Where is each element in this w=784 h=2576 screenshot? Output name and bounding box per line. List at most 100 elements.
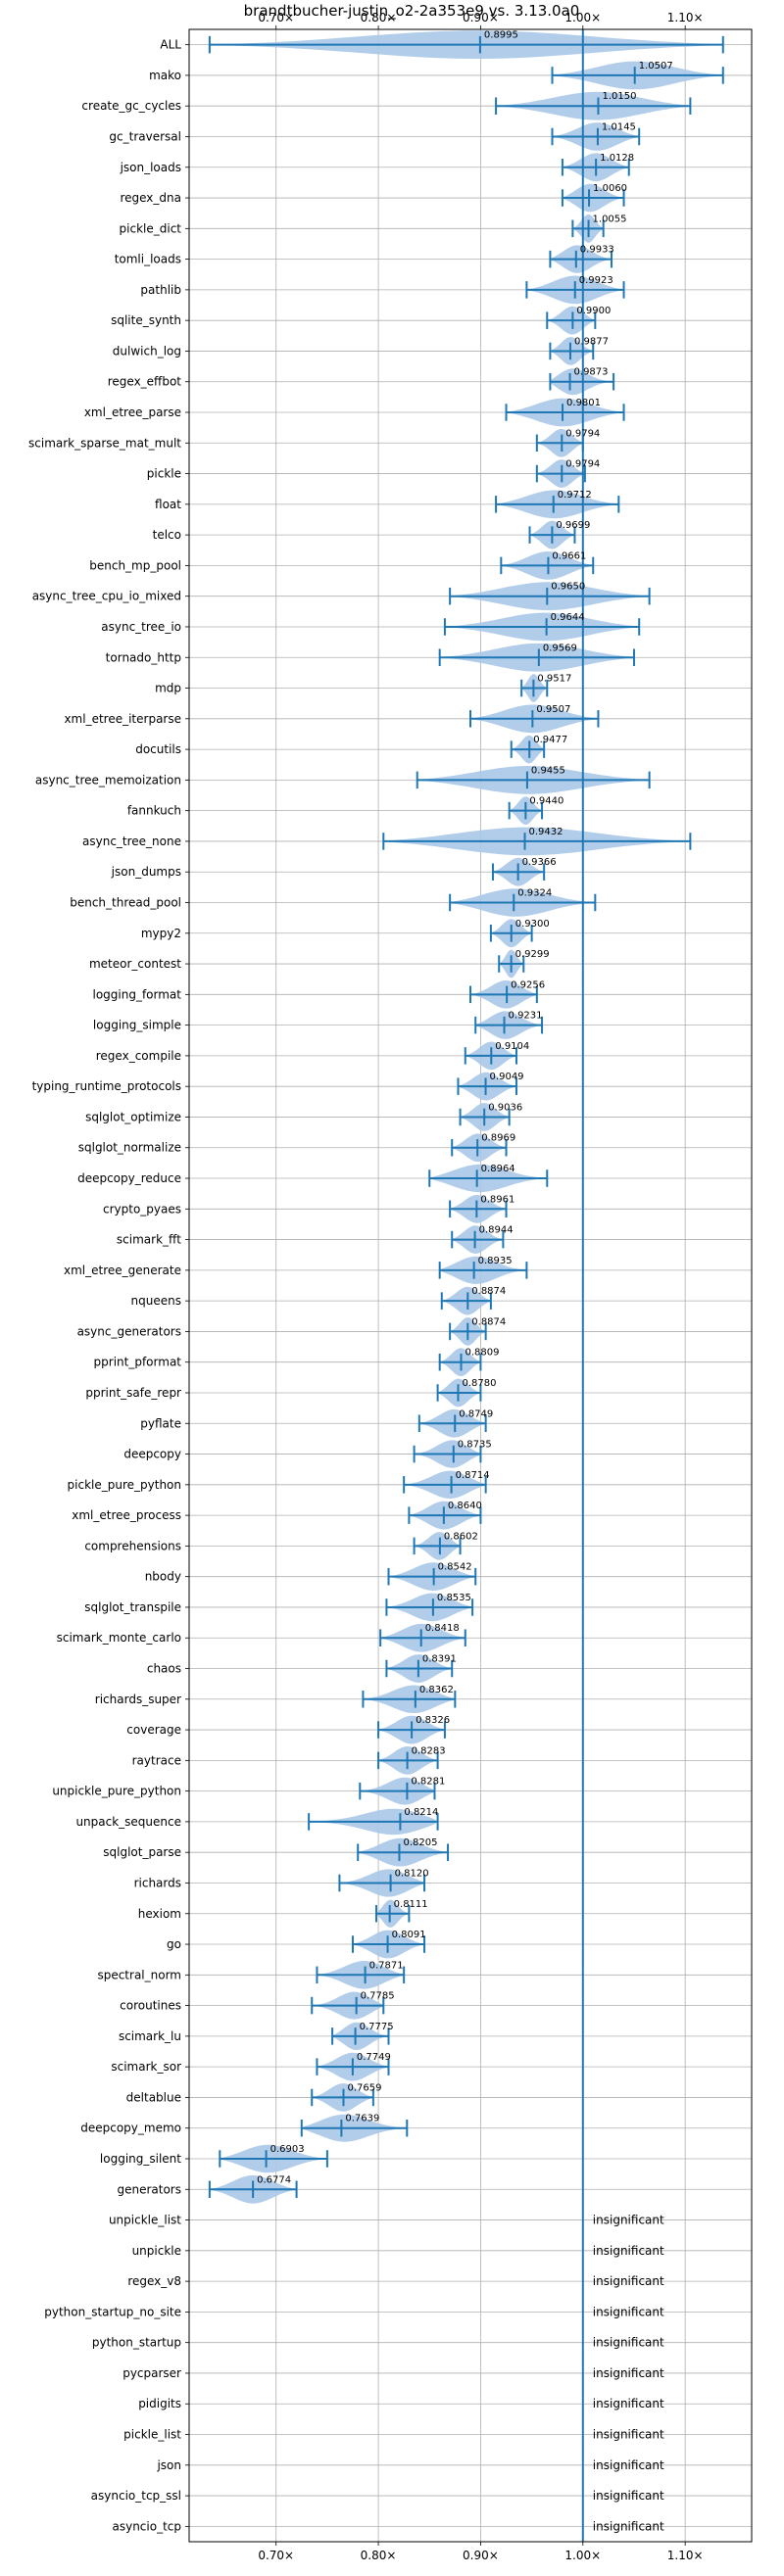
y-tick-label: async_tree_memoization xyxy=(35,773,181,787)
y-tick-label: ALL xyxy=(160,38,181,52)
x-tick-label-bottom: 0.90× xyxy=(463,2549,499,2562)
value-label-bench_thread_pool: 0.9324 xyxy=(517,887,552,898)
value-label-bench_mp_pool: 0.9661 xyxy=(552,550,586,561)
y-tick-label: python_startup xyxy=(92,2336,181,2350)
y-tick-label: json_dumps xyxy=(111,865,181,879)
value-label-sqlglot_parse: 0.8205 xyxy=(403,1837,437,1848)
x-tick-labels: 0.70× 0.70× 0.80× 0.80× 0.90× 0.90× 1.00× 1.00×… xyxy=(258,11,703,2562)
y-tick-label: xml_etree_process xyxy=(72,1508,181,1522)
value-label-gc_traversal: 1.0145 xyxy=(602,121,636,132)
y-tick-label: coroutines xyxy=(120,1999,181,2013)
value-label-docutils: 0.9477 xyxy=(533,735,567,745)
y-tick-label: unpickle_pure_python xyxy=(52,1785,181,1798)
y-tick-label: unpickle_list xyxy=(109,2214,181,2227)
y-tick-label: generators xyxy=(117,2182,181,2196)
y-tick-label: regex_v8 xyxy=(127,2274,181,2288)
insignificant-label: insignificant xyxy=(593,2458,664,2472)
value-label-typing_runtime_protocols: 0.9049 xyxy=(490,1072,524,1082)
value-label-richards: 0.8120 xyxy=(395,1868,429,1879)
value-label-regex_effbot: 0.9873 xyxy=(574,367,609,378)
y-tick-label: float xyxy=(155,498,181,511)
value-label-nbody: 0.8542 xyxy=(438,1562,472,1573)
value-label-nqueens: 0.8874 xyxy=(471,1286,506,1297)
x-tick-label-bottom: 0.80× xyxy=(361,2549,397,2562)
y-tick-label: deepcopy_memo xyxy=(80,2122,181,2135)
value-label-crypto_pyaes: 0.8961 xyxy=(480,1194,514,1205)
value-label-pickle_pure_python: 0.8714 xyxy=(456,1470,490,1481)
y-tick-label: scimark_fft xyxy=(117,1233,181,1247)
x-tick-label-top: 1.00× xyxy=(564,11,601,24)
value-label-spectral_norm: 0.7871 xyxy=(369,1960,404,1971)
value-label-coroutines: 0.7785 xyxy=(361,1991,395,2002)
insignificant-label: insignificant xyxy=(593,2336,664,2350)
x-tick-label-bottom: 1.00× xyxy=(564,2549,601,2562)
y-tick-label: pycparser xyxy=(122,2366,181,2380)
y-tick-label: coverage xyxy=(126,1723,181,1737)
y-tick-label: unpack_sequence xyxy=(75,1815,181,1829)
y-tick-label: logging_silent xyxy=(100,2152,181,2166)
y-tick-label: hexiom xyxy=(138,1907,181,1921)
value-label-deepcopy_memo: 0.7639 xyxy=(345,2114,379,2124)
value-label-regex_compile: 0.9104 xyxy=(495,1041,529,1052)
y-tick-label: telco xyxy=(153,528,181,542)
y-tick-label: go xyxy=(167,1937,181,1951)
y-tick-label: deepcopy xyxy=(123,1448,181,1461)
y-tick-label: json_loads xyxy=(120,161,181,174)
y-tick-label: logging_simple xyxy=(93,1019,181,1032)
value-label-unpickle_pure_python: 0.8281 xyxy=(411,1777,445,1788)
value-label-pickle: 0.9794 xyxy=(565,459,600,470)
y-tick-label: bench_mp_pool xyxy=(89,558,181,572)
value-label-mako: 1.0507 xyxy=(639,61,673,72)
y-tick-label: raytrace xyxy=(132,1753,181,1767)
y-tick-label: pickle_list xyxy=(123,2428,181,2442)
value-label-pprint_pformat: 0.8809 xyxy=(466,1348,500,1359)
insignificant-label: insignificant xyxy=(593,2244,664,2258)
value-label-sqlite_synth: 0.9900 xyxy=(576,306,611,316)
value-label-tomli_loads: 0.9933 xyxy=(580,245,614,256)
y-tick-label: pprint_safe_repr xyxy=(85,1386,181,1400)
x-tick-label-bottom: 0.70× xyxy=(258,2549,294,2562)
value-label-pyflate: 0.8749 xyxy=(459,1408,493,1419)
y-tick-label: xml_etree_generate xyxy=(64,1264,181,1277)
y-tick-label: deltablue xyxy=(126,2090,181,2104)
y-tick-label: pickle_pure_python xyxy=(68,1478,181,1492)
y-tick-label: asyncio_tcp xyxy=(112,2519,181,2533)
x-tick-label-top: 0.70× xyxy=(258,11,294,24)
y-tick-label: pickle_dict xyxy=(120,221,182,235)
value-label-regex_dna: 1.0060 xyxy=(593,183,627,194)
y-tick-labels: ALL mako create_gc_cycles gc_traversal json_… xyxy=(28,38,189,2533)
value-label-mypy2: 0.9300 xyxy=(515,919,550,930)
y-tick-label: python_startup_no_site xyxy=(44,2305,181,2318)
y-tick-label: spectral_norm xyxy=(97,1968,181,1981)
value-label-xml_etree_process: 0.8640 xyxy=(448,1501,482,1511)
value-label-ALL: 0.8995 xyxy=(484,30,518,41)
value-label-deepcopy_reduce: 0.8964 xyxy=(481,1164,515,1174)
insignificant-label: insignificant xyxy=(593,2519,664,2533)
value-label-async_tree_io: 0.9644 xyxy=(551,612,585,623)
y-tick-label: nbody xyxy=(145,1570,181,1584)
value-label-go: 0.8091 xyxy=(392,1930,426,1940)
y-tick-label: pidigits xyxy=(138,2397,181,2410)
value-label-pickle_dict: 1.0055 xyxy=(593,214,627,224)
chart-title: brandtbucher-justin_o2-2a353e9 vs. 3.13.… xyxy=(244,2,580,21)
value-label-sqlglot_optimize: 0.9036 xyxy=(488,1102,522,1113)
value-label-sqlglot_normalize: 0.8969 xyxy=(481,1133,515,1144)
y-tick-label: scimark_lu xyxy=(119,2029,181,2043)
y-tick-label: unpickle xyxy=(132,2244,181,2258)
value-label-json_dumps: 0.9366 xyxy=(522,857,557,868)
value-label-scimark_lu: 0.7775 xyxy=(360,2022,394,2032)
x-tick-label-bottom: 1.10× xyxy=(667,2549,704,2562)
value-label-logging_silent: 0.6903 xyxy=(270,2144,305,2155)
y-tick-label: richards xyxy=(134,1876,181,1889)
y-tick-label: async_tree_none xyxy=(82,835,181,848)
y-tick-label: asyncio_tcp_ssl xyxy=(91,2489,181,2503)
value-label-sqlglot_transpile: 0.8535 xyxy=(437,1593,471,1603)
insignificant-label: insignificant xyxy=(593,2489,664,2503)
value-label-async_tree_none: 0.9432 xyxy=(529,827,564,837)
insignificant-label: insignificant xyxy=(593,2366,664,2380)
y-tick-label: fannkuch xyxy=(127,804,181,818)
y-tick-label: pickle xyxy=(147,467,181,481)
x-tick-label-top: 0.80× xyxy=(361,11,397,24)
whiskers xyxy=(208,35,724,2199)
